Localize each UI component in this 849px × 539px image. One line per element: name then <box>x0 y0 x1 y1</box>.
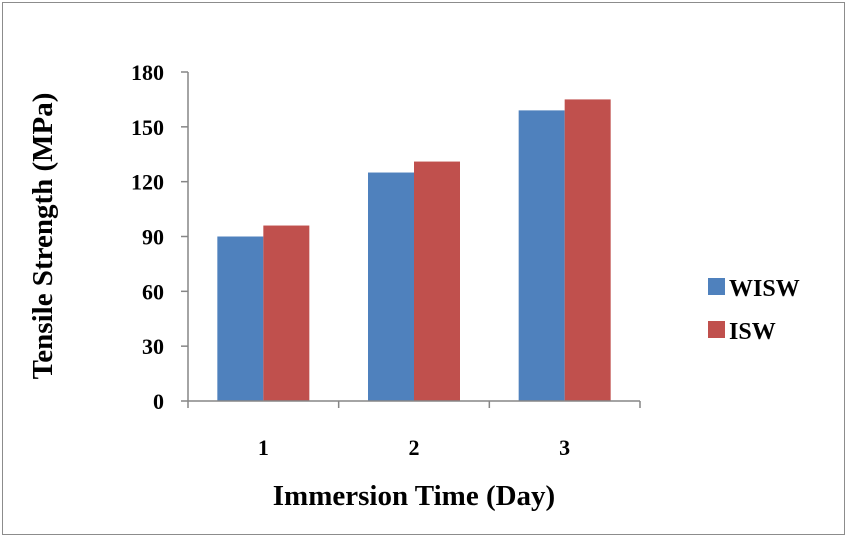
bar-isw-3 <box>564 99 611 402</box>
bar-wisw-3 <box>518 110 565 401</box>
x-tick-label: 2 <box>409 435 420 460</box>
bar-isw-2 <box>414 161 460 401</box>
x-tick-label: 1 <box>258 435 269 460</box>
x-axis-title: Immersion Time (Day) <box>273 480 555 512</box>
y-tick-label: 180 <box>131 60 164 85</box>
y-tick-label: 30 <box>142 334 164 359</box>
x-tick-label: 3 <box>559 435 570 460</box>
y-tick-label: 120 <box>131 170 164 195</box>
legend: WISW ISW <box>708 276 800 345</box>
legend-swatch-wisw <box>708 278 725 295</box>
legend-label-wisw: WISW <box>729 276 800 302</box>
legend-label-isw: ISW <box>729 319 776 345</box>
bar-wisw-1 <box>217 236 264 401</box>
bar-isw-1 <box>263 225 310 401</box>
plot-area: 0 30 60 90 120 150 180 1 2 3 <box>131 60 641 460</box>
y-tick-label: 150 <box>131 115 164 140</box>
y-tick-label: 60 <box>142 279 164 304</box>
y-tick-label: 90 <box>142 225 164 250</box>
bar-wisw-2 <box>368 172 414 401</box>
y-axis-title: Tensile Strength (MPa) <box>27 93 59 380</box>
y-tick-label: 0 <box>153 389 164 414</box>
legend-swatch-isw <box>708 321 725 338</box>
